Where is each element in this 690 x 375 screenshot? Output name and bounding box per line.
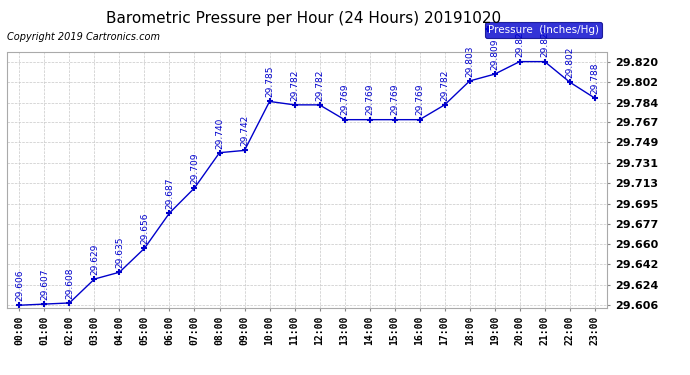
Text: 29.742: 29.742	[240, 115, 249, 146]
Text: 29.803: 29.803	[465, 45, 474, 77]
Text: 29.607: 29.607	[40, 268, 49, 300]
Pressure  (Inches/Hg)	[166, 211, 174, 215]
Pressure  (Inches/Hg)	[66, 301, 74, 305]
Text: 29.820: 29.820	[515, 26, 524, 57]
Text: Barometric Pressure per Hour (24 Hours) 20191020: Barometric Pressure per Hour (24 Hours) …	[106, 11, 501, 26]
Text: 29.782: 29.782	[440, 69, 449, 101]
Pressure  (Inches/Hg)	[190, 186, 199, 190]
Text: Copyright 2019 Cartronics.com: Copyright 2019 Cartronics.com	[7, 32, 160, 42]
Pressure  (Inches/Hg)	[515, 59, 524, 64]
Text: 29.782: 29.782	[315, 69, 324, 101]
Text: 29.687: 29.687	[165, 177, 174, 209]
Pressure  (Inches/Hg)	[15, 303, 23, 307]
Text: 29.709: 29.709	[190, 152, 199, 184]
Pressure  (Inches/Hg)	[491, 72, 499, 76]
Text: 29.635: 29.635	[115, 237, 124, 268]
Pressure  (Inches/Hg)	[591, 96, 599, 100]
Pressure  (Inches/Hg)	[240, 148, 248, 153]
Pressure  (Inches/Hg)	[290, 103, 299, 107]
Line: Pressure  (Inches/Hg): Pressure (Inches/Hg)	[16, 58, 598, 309]
Pressure  (Inches/Hg)	[415, 117, 424, 122]
Text: 29.809: 29.809	[490, 39, 499, 70]
Text: 29.769: 29.769	[390, 84, 399, 116]
Pressure  (Inches/Hg)	[115, 270, 124, 274]
Text: 29.769: 29.769	[365, 84, 374, 116]
Text: 29.782: 29.782	[290, 69, 299, 101]
Text: 29.820: 29.820	[540, 26, 549, 57]
Text: 29.656: 29.656	[140, 213, 149, 244]
Pressure  (Inches/Hg)	[466, 79, 474, 83]
Pressure  (Inches/Hg)	[215, 150, 224, 155]
Pressure  (Inches/Hg)	[340, 117, 348, 122]
Pressure  (Inches/Hg)	[90, 277, 99, 281]
Pressure  (Inches/Hg)	[315, 103, 324, 107]
Text: 29.740: 29.740	[215, 117, 224, 148]
Text: 29.769: 29.769	[415, 84, 424, 116]
Pressure  (Inches/Hg)	[440, 103, 449, 107]
Text: 29.629: 29.629	[90, 243, 99, 275]
Legend: Pressure  (Inches/Hg): Pressure (Inches/Hg)	[485, 22, 602, 38]
Text: 29.769: 29.769	[340, 84, 349, 116]
Pressure  (Inches/Hg)	[391, 117, 399, 122]
Text: 29.608: 29.608	[65, 267, 74, 299]
Pressure  (Inches/Hg)	[140, 246, 148, 250]
Pressure  (Inches/Hg)	[540, 59, 549, 64]
Text: 29.785: 29.785	[265, 66, 274, 97]
Text: 29.788: 29.788	[590, 62, 599, 94]
Pressure  (Inches/Hg)	[566, 80, 574, 84]
Pressure  (Inches/Hg)	[266, 99, 274, 104]
Text: 29.606: 29.606	[15, 270, 24, 301]
Text: 29.802: 29.802	[565, 46, 574, 78]
Pressure  (Inches/Hg)	[366, 117, 374, 122]
Pressure  (Inches/Hg)	[40, 302, 48, 306]
